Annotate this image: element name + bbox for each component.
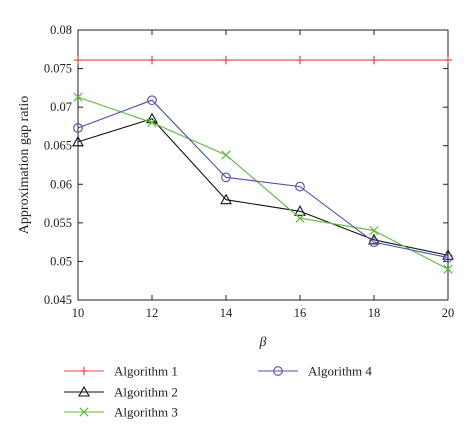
plot-area xyxy=(77,29,449,301)
y-tick-label: 0.045 xyxy=(44,293,72,307)
data-point-2 xyxy=(294,205,306,216)
legend-marker xyxy=(78,385,90,397)
series-line-4 xyxy=(77,99,449,259)
x-axis-label: β xyxy=(259,335,267,350)
data-point-4 xyxy=(295,181,305,192)
data-point-1 xyxy=(221,55,231,65)
x-tick-label: 20 xyxy=(442,306,455,320)
data-point-1 xyxy=(147,55,157,65)
data-point-2 xyxy=(220,193,232,205)
data-point-3 xyxy=(221,150,231,160)
legend-label: Algorithm 2 xyxy=(114,385,178,400)
data-point-4 xyxy=(443,252,453,263)
series-line-3 xyxy=(77,96,449,270)
data-point-3 xyxy=(295,213,305,223)
x-tick-label: 18 xyxy=(368,306,381,320)
data-point-4 xyxy=(147,95,157,106)
y-tick-label: 0.055 xyxy=(44,216,72,230)
legend-marker xyxy=(273,366,283,376)
x-axis: 10 12 14 16 18 20 xyxy=(72,30,455,320)
x-tick-label: 16 xyxy=(294,306,307,320)
data-point-4 xyxy=(369,237,379,247)
data-point-3 xyxy=(147,117,157,128)
legend-marker xyxy=(79,366,89,376)
legend-item-3: Algorithm 3 xyxy=(64,405,178,420)
data-point-1 xyxy=(443,55,453,65)
series-layer xyxy=(72,55,454,274)
data-point-4 xyxy=(73,123,83,133)
legend-label: Algorithm 4 xyxy=(308,364,372,379)
legend-marker xyxy=(79,407,89,417)
y-tick-label: 0.065 xyxy=(44,139,72,153)
legend-label: Algorithm 1 xyxy=(114,364,178,379)
legend: Algorithm 1 Algorithm 2 Algorithm 3 Algorit… xyxy=(64,364,372,420)
legend-label: Algorithm 3 xyxy=(114,405,178,420)
legend-item-2: Algorithm 2 xyxy=(64,385,178,400)
x-tick-label: 12 xyxy=(146,306,159,320)
data-point-2 xyxy=(368,233,380,245)
legend-item-4: Algorithm 4 xyxy=(258,364,372,379)
x-tick-label: 10 xyxy=(72,306,85,320)
data-point-2 xyxy=(72,135,84,147)
legend-item-1: Algorithm 1 xyxy=(64,364,178,379)
y-axis: 0.045 0.05 0.055 0.06 0.065 0.07 0.075 0.08 xyxy=(44,23,448,307)
x-tick-label: 14 xyxy=(220,306,233,320)
y-tick-label: 0.08 xyxy=(50,23,72,37)
data-point-4 xyxy=(221,172,231,183)
y-tick-label: 0.07 xyxy=(50,100,72,114)
data-point-1 xyxy=(369,55,379,65)
y-axis-label: Approximation gap ratio xyxy=(17,96,32,234)
data-point-3 xyxy=(443,264,453,274)
y-tick-label: 0.075 xyxy=(44,62,72,76)
data-point-1 xyxy=(73,55,83,65)
y-tick-label: 0.05 xyxy=(50,254,72,268)
y-tick-label: 0.06 xyxy=(50,177,72,191)
data-point-1 xyxy=(295,55,305,65)
series-line-2 xyxy=(77,118,449,256)
data-point-3 xyxy=(73,92,83,102)
data-point-3 xyxy=(369,225,379,236)
data-point-2 xyxy=(442,249,454,260)
plot-frame xyxy=(77,29,449,301)
